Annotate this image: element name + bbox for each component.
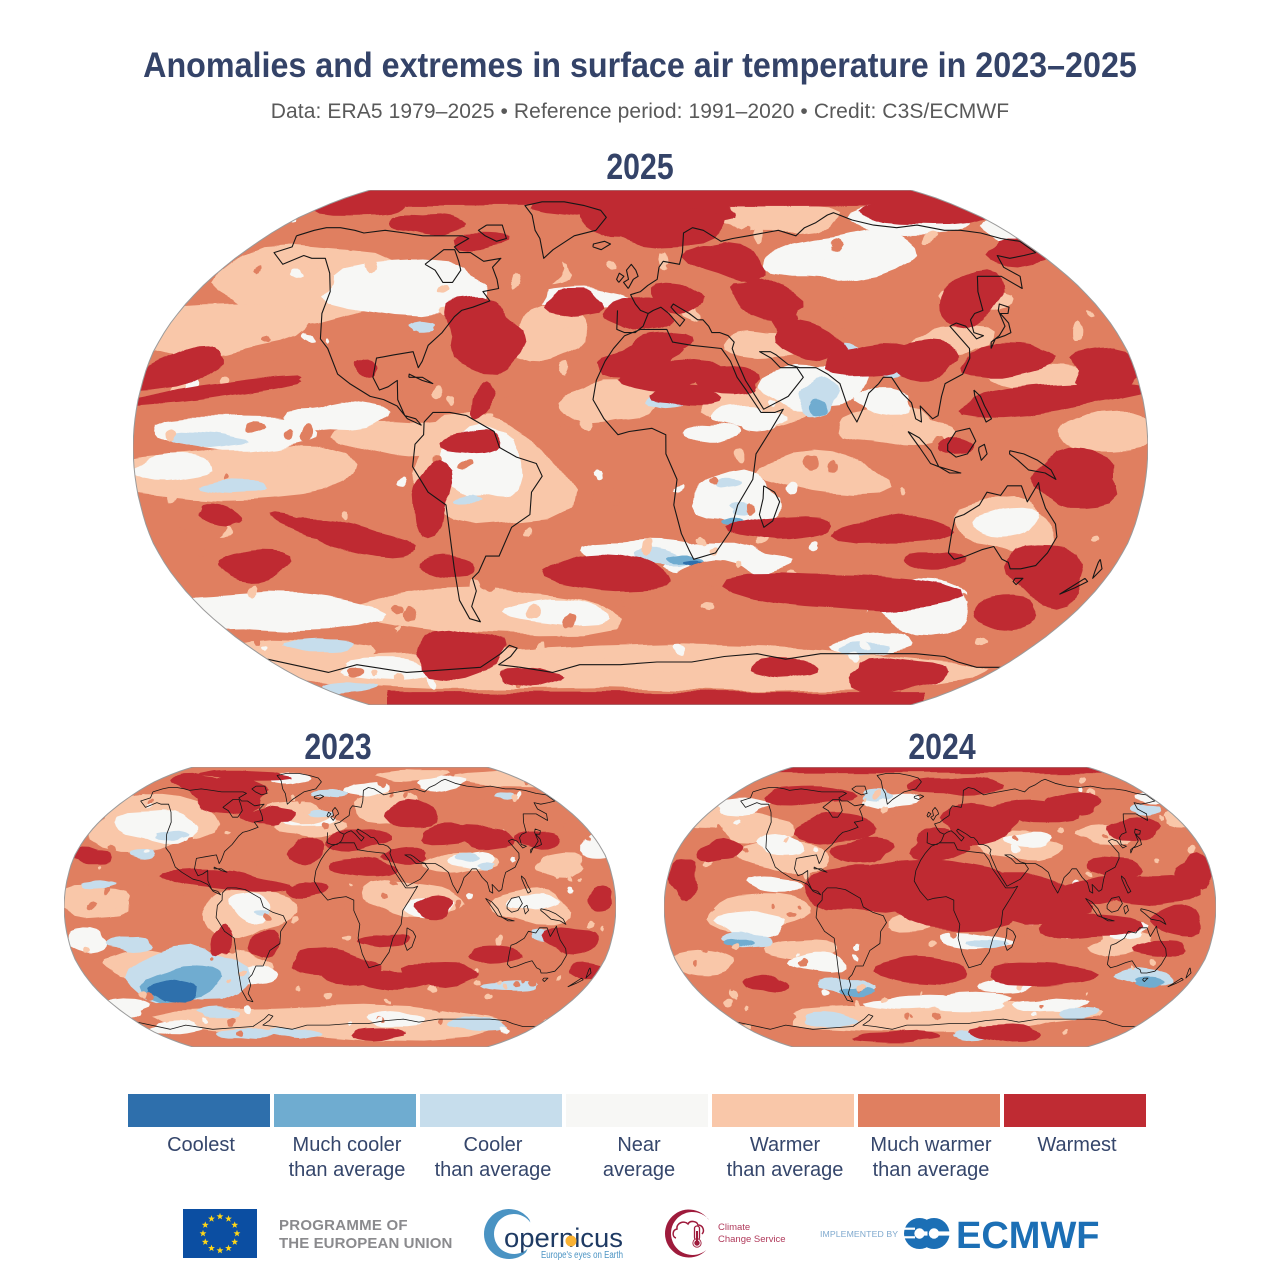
svg-text:Change Service: Change Service [718, 1234, 786, 1245]
svg-text:IMPLEMENTED BY: IMPLEMENTED BY [820, 1229, 898, 1239]
svg-text:Europe's eyes on Earth: Europe's eyes on Earth [541, 1250, 623, 1261]
svg-text:Climate: Climate [718, 1222, 750, 1233]
svg-text:opernicus: opernicus [504, 1223, 623, 1253]
svg-text:PROGRAMME OF: PROGRAMME OF [279, 1217, 408, 1234]
svg-text:THE EUROPEAN UNION: THE EUROPEAN UNION [279, 1235, 452, 1252]
svg-text:ECMWF: ECMWF [956, 1215, 1100, 1257]
